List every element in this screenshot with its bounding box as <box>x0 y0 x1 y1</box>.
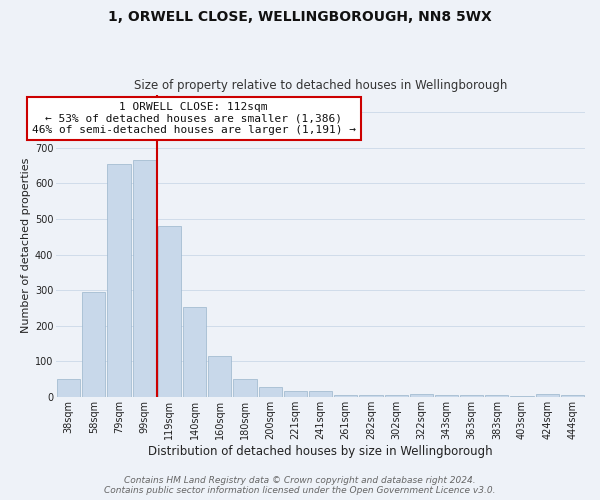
Bar <box>410 394 433 397</box>
Title: Size of property relative to detached houses in Wellingborough: Size of property relative to detached ho… <box>134 79 507 92</box>
Text: 1 ORWELL CLOSE: 112sqm
← 53% of detached houses are smaller (1,386)
46% of semi-: 1 ORWELL CLOSE: 112sqm ← 53% of detached… <box>32 102 356 136</box>
Text: Contains HM Land Registry data © Crown copyright and database right 2024.
Contai: Contains HM Land Registry data © Crown c… <box>104 476 496 495</box>
Bar <box>511 396 533 397</box>
Bar <box>183 307 206 397</box>
Bar <box>158 226 181 397</box>
Y-axis label: Number of detached properties: Number of detached properties <box>20 158 31 334</box>
Bar <box>107 164 131 397</box>
Bar <box>536 394 559 397</box>
Bar <box>57 379 80 397</box>
Bar <box>259 387 282 397</box>
X-axis label: Distribution of detached houses by size in Wellingborough: Distribution of detached houses by size … <box>148 444 493 458</box>
Bar <box>385 395 407 397</box>
Bar <box>485 395 508 397</box>
Bar <box>208 356 232 397</box>
Text: 1, ORWELL CLOSE, WELLINGBOROUGH, NN8 5WX: 1, ORWELL CLOSE, WELLINGBOROUGH, NN8 5WX <box>108 10 492 24</box>
Bar <box>561 395 584 397</box>
Bar <box>284 392 307 397</box>
Bar <box>133 160 156 397</box>
Bar <box>334 395 358 397</box>
Bar <box>460 395 483 397</box>
Bar <box>233 379 257 397</box>
Bar <box>309 392 332 397</box>
Bar <box>82 292 106 397</box>
Bar <box>435 395 458 397</box>
Bar <box>359 395 383 397</box>
